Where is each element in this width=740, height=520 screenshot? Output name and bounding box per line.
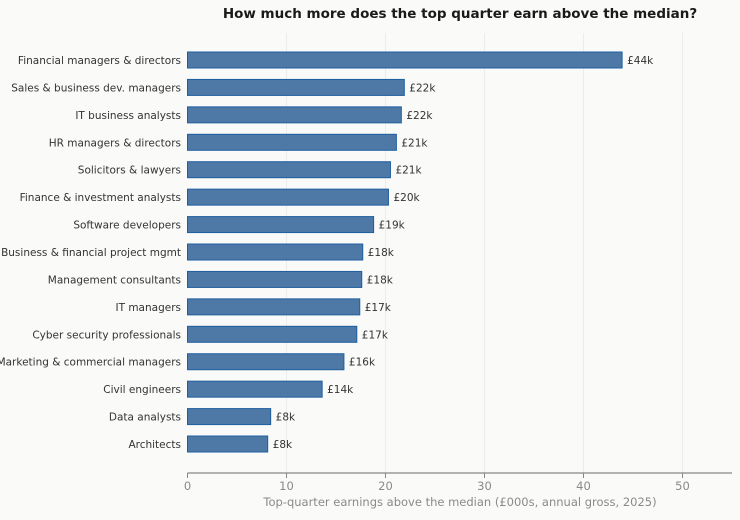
bar bbox=[187, 216, 375, 234]
y-tick-label: Cyber security professionals bbox=[32, 329, 181, 341]
x-tick-label: 10 bbox=[279, 479, 294, 493]
bar-data-label: £21k bbox=[395, 165, 422, 177]
y-tick-label: Architects bbox=[128, 439, 181, 451]
bar-data-label: £18k bbox=[367, 274, 394, 286]
y-tick-label: Software developers bbox=[73, 220, 181, 232]
y-tick-label: Data analysts bbox=[109, 412, 181, 424]
bar-data-label: £22k bbox=[409, 82, 436, 94]
bar-data-label: £21k bbox=[401, 137, 428, 149]
bar bbox=[187, 353, 345, 371]
y-tick-label: Solicitors & lawyers bbox=[78, 165, 181, 177]
bar bbox=[187, 51, 623, 69]
bar-data-label: £22k bbox=[406, 110, 433, 122]
bar bbox=[187, 435, 269, 453]
bar bbox=[187, 298, 361, 316]
bar bbox=[187, 188, 389, 206]
bar-data-label: £14k bbox=[327, 384, 354, 396]
bar-data-label: £44k bbox=[627, 55, 654, 67]
y-tick-label: Business & financial project mgmt bbox=[1, 247, 181, 259]
y-tick-label: IT business analysts bbox=[75, 110, 181, 122]
bar bbox=[187, 270, 363, 288]
bar bbox=[187, 106, 402, 124]
bar bbox=[187, 325, 358, 343]
bar-data-label: £18k bbox=[368, 247, 395, 259]
bar-data-label: £17k bbox=[362, 329, 389, 341]
y-tick-label: Finance & investment analysts bbox=[20, 192, 181, 204]
bar-data-label: £8k bbox=[276, 412, 296, 424]
bar bbox=[187, 161, 391, 179]
y-tick-label: Sales & business dev. managers bbox=[11, 82, 181, 94]
bar-data-label: £17k bbox=[365, 302, 392, 314]
x-tick-label: 50 bbox=[675, 479, 690, 493]
x-tick-label: 0 bbox=[184, 479, 191, 493]
bar-data-label: £16k bbox=[349, 357, 376, 369]
bar-data-label: £20k bbox=[393, 192, 420, 204]
bar bbox=[187, 78, 405, 96]
x-tick-label: 30 bbox=[477, 479, 492, 493]
y-tick-label: Financial managers & directors bbox=[18, 55, 181, 67]
bar-data-label: £19k bbox=[379, 220, 406, 232]
y-tick-label: IT managers bbox=[115, 302, 181, 314]
bar bbox=[187, 133, 397, 151]
y-tick-label: Marketing & commercial managers bbox=[0, 357, 181, 369]
x-tick-label: 20 bbox=[378, 479, 393, 493]
bar-data-label: £8k bbox=[273, 439, 293, 451]
bar bbox=[187, 408, 272, 426]
x-axis-label: Top-quarter earnings above the median (£… bbox=[262, 495, 656, 509]
chart-title: How much more does the top quarter earn … bbox=[223, 6, 697, 22]
y-tick-label: Management consultants bbox=[48, 274, 181, 286]
y-tick-label: HR managers & directors bbox=[49, 137, 181, 149]
y-tick-label: Civil engineers bbox=[103, 384, 181, 396]
bar bbox=[187, 243, 364, 261]
bar bbox=[187, 380, 323, 398]
x-tick-label: 40 bbox=[576, 479, 591, 493]
